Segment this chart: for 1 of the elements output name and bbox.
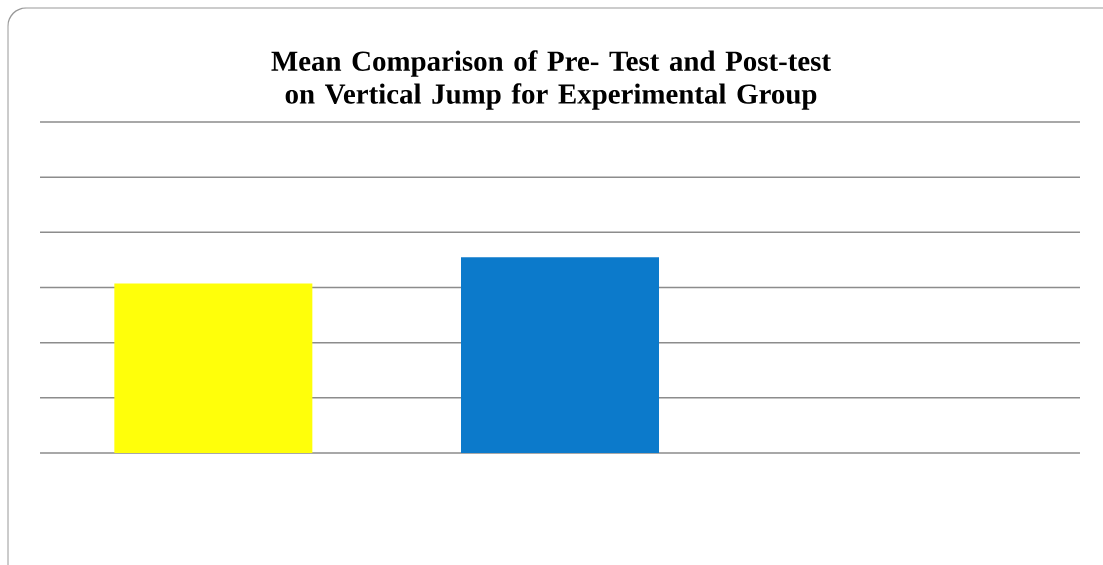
chart-title: Mean Comparison of Pre- Test and Post-test on Vertical Jump for Experimental Group bbox=[271, 50, 831, 110]
